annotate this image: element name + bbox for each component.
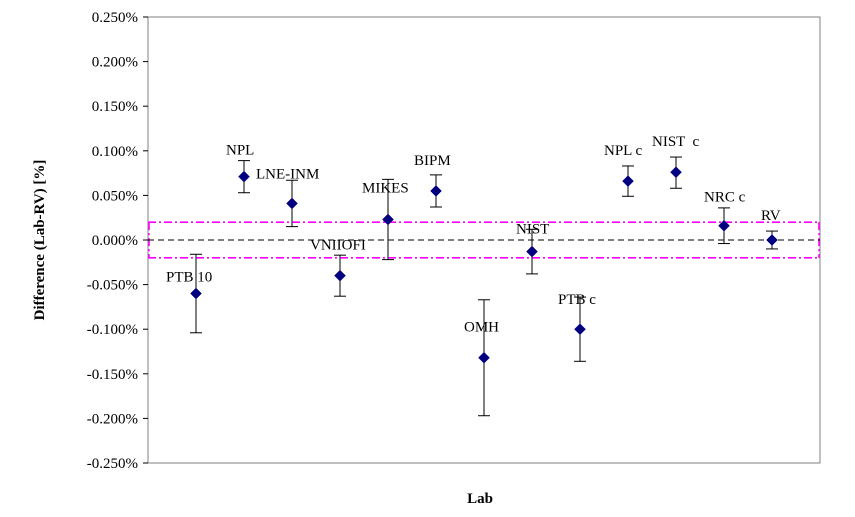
- data-point: [670, 166, 682, 179]
- y-tick-label: 0.200%: [92, 55, 138, 71]
- data-point: [190, 287, 202, 300]
- y-axis-title: Difference (Lab-RV) [%]: [32, 160, 48, 321]
- data-point: [286, 197, 298, 210]
- y-tick-label: -0.150%: [87, 367, 138, 383]
- data-point: [382, 213, 394, 226]
- y-tick-label: 0.100%: [92, 144, 138, 160]
- data-point: [478, 351, 490, 364]
- y-tick-label: -0.200%: [87, 411, 138, 427]
- data-point: [622, 175, 634, 187]
- data-point: [718, 219, 730, 232]
- y-tick-label: 0.050%: [92, 188, 138, 204]
- data-point: [238, 170, 250, 183]
- plot-area: 0.250% 0.200% 0.150% 0.100% 0.050% 0.000% -0.0…: [87, 10, 821, 472]
- y-tick-label: -0.100%: [87, 322, 138, 338]
- y-tick-label: 0.250%: [92, 10, 138, 26]
- point-label: NRC c: [704, 190, 746, 206]
- point-label: NPL c: [604, 143, 643, 159]
- point-label: BIPM: [414, 153, 451, 169]
- point-label: NIST c: [652, 134, 700, 150]
- data-point: [766, 234, 778, 246]
- data-point: [430, 185, 442, 197]
- y-tick-label: 0.000%: [92, 233, 138, 249]
- point-label: NIST: [516, 222, 549, 238]
- data-point: [334, 269, 346, 282]
- y-tick-label: -0.050%: [87, 278, 138, 294]
- y-tick-label: -0.250%: [87, 456, 138, 472]
- point-label: MIKES: [362, 180, 409, 196]
- point-label: LNE-INM: [256, 166, 319, 182]
- point-label: PTB 10: [166, 270, 212, 286]
- x-axis-title: Lab: [467, 491, 493, 507]
- data-point: [526, 245, 538, 258]
- point-label: PTB c: [558, 292, 596, 308]
- point-label: NPL: [226, 143, 254, 159]
- point-label: RV: [761, 208, 781, 224]
- y-tick-label: 0.150%: [92, 99, 138, 115]
- data-point: [574, 323, 586, 336]
- point-label: OMH: [464, 320, 499, 336]
- point-label: VNIIOFI: [310, 238, 366, 254]
